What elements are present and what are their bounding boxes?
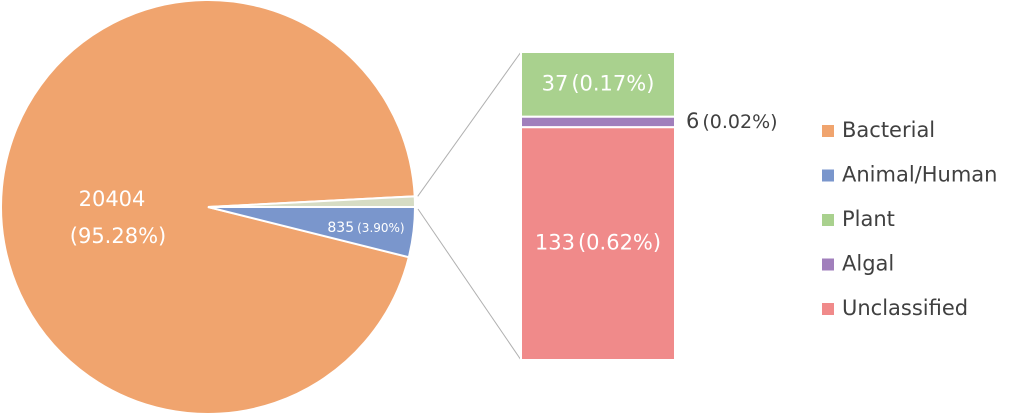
legend-label: Plant	[842, 207, 895, 231]
pie-slice-other	[207, 195, 417, 208]
label-value: 6	[686, 109, 699, 133]
label-value: 37	[542, 71, 569, 95]
label-percent: (0.02%)	[702, 111, 777, 133]
legend-label: Animal/Human	[842, 163, 997, 187]
data-label: 6 (0.02%)	[686, 109, 778, 133]
label-percent: (3.90%)	[357, 221, 404, 235]
data-label: 835 (3.90%)	[327, 220, 404, 236]
label-value: 133	[535, 231, 575, 255]
bar-segment	[520, 126, 676, 361]
data-label: 133 (0.62%)	[535, 231, 661, 255]
legend-swatch	[822, 303, 834, 315]
connector	[417, 208, 522, 361]
bar-segment	[520, 51, 676, 118]
label-value: 835	[327, 220, 354, 236]
data-label: 37 (0.17%)	[542, 71, 655, 95]
bar-segment	[520, 115, 676, 129]
legend-swatch	[822, 125, 834, 137]
connector	[417, 51, 522, 197]
legend-swatch	[822, 258, 834, 271]
label-percent: (95.28%)	[70, 224, 166, 248]
label-percent: (0.62%)	[578, 231, 661, 255]
label-value: 20404	[79, 187, 146, 211]
legend-swatch	[822, 169, 834, 182]
legend-label: Unclassified	[842, 296, 968, 320]
legend-label: Bacterial	[842, 118, 935, 142]
label-percent: (0.17%)	[571, 71, 654, 95]
legend-label: Algal	[842, 252, 894, 276]
legend-swatch	[822, 214, 834, 226]
